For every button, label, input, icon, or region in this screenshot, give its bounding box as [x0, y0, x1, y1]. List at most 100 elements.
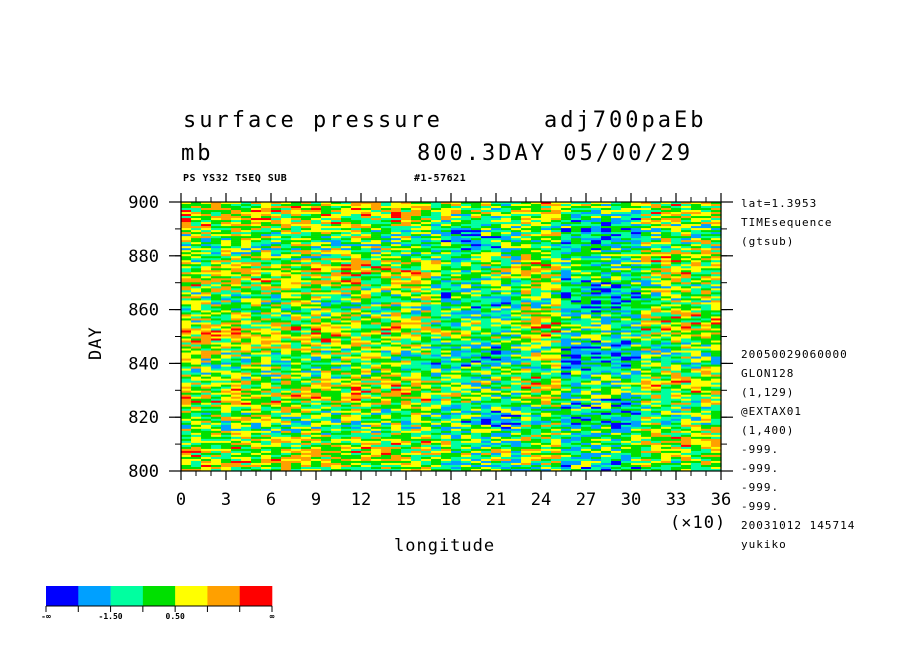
heatmap-cell	[341, 340, 352, 343]
heatmap-cell	[561, 300, 572, 303]
heatmap-cell	[211, 236, 222, 239]
heatmap-cell	[291, 378, 302, 381]
heatmap-cell	[201, 290, 212, 293]
heatmap-cell	[541, 358, 552, 361]
heatmap-cell	[631, 352, 642, 355]
heatmap-cell	[271, 306, 282, 309]
heatmap-cell	[521, 302, 532, 305]
heatmap-cell	[231, 338, 242, 341]
heatmap-cell	[341, 268, 352, 271]
heatmap-cell	[501, 344, 512, 347]
heatmap-cell	[211, 352, 222, 355]
heatmap-cell	[371, 224, 382, 227]
heatmap-cell	[541, 260, 552, 263]
heatmap-cell	[351, 202, 362, 205]
heatmap-cell	[301, 260, 312, 263]
heatmap-cell	[651, 270, 662, 273]
heatmap-cell	[641, 236, 652, 239]
x-multiplier-label: (×10)	[670, 513, 727, 533]
heatmap-cell	[571, 272, 582, 275]
heatmap-cell	[321, 248, 332, 251]
heatmap-cell	[611, 232, 622, 235]
heatmap-cell	[671, 306, 682, 309]
heatmap-cell	[711, 366, 722, 369]
heatmap-cell	[481, 290, 492, 293]
heatmap-cell	[671, 270, 682, 273]
heatmap-cell	[691, 260, 702, 263]
heatmap-cell	[311, 254, 322, 257]
heatmap-cell	[271, 328, 282, 331]
heatmap-cell	[481, 284, 492, 287]
heatmap-cell	[681, 370, 692, 373]
heatmap-cell	[331, 294, 342, 297]
heatmap-cell	[641, 284, 652, 287]
heatmap-cell	[571, 294, 582, 297]
heatmap-cell	[531, 336, 542, 339]
heatmap-cell	[481, 302, 492, 305]
heatmap-cell	[191, 382, 202, 385]
heatmap-cell	[211, 214, 222, 217]
heatmap-cell	[231, 360, 242, 363]
heatmap-cell	[591, 256, 602, 259]
heatmap-cell	[451, 320, 462, 323]
heatmap-cell	[281, 284, 292, 287]
heatmap-cell	[391, 366, 402, 369]
heatmap-cell	[201, 234, 212, 237]
heatmap-cell	[621, 308, 632, 311]
heatmap-cell	[241, 264, 252, 267]
heatmap-cell	[301, 316, 312, 319]
heatmap-cell	[301, 270, 312, 273]
heatmap-cell	[271, 324, 282, 327]
heatmap-cell	[621, 276, 632, 279]
heatmap-cell	[351, 242, 362, 245]
heatmap-cell	[521, 304, 532, 307]
heatmap-cell	[231, 278, 242, 281]
heatmap-cell	[381, 306, 392, 309]
heatmap-cell	[571, 266, 582, 269]
heatmap-cell	[321, 378, 332, 381]
heatmap-cell	[471, 292, 482, 295]
heatmap-cell	[301, 238, 312, 241]
heatmap-cell	[551, 306, 562, 309]
heatmap-cell	[331, 358, 342, 361]
heatmap-cell	[251, 302, 262, 305]
heatmap-cell	[691, 294, 702, 297]
heatmap-cell	[191, 330, 202, 333]
heatmap-cell	[461, 350, 472, 353]
heatmap-cell	[321, 256, 332, 259]
heatmap-cell	[281, 254, 292, 257]
heatmap-cell	[201, 244, 212, 247]
heatmap-cell	[581, 338, 592, 341]
heatmap-cell	[501, 212, 512, 215]
heatmap-cell	[441, 234, 452, 237]
heatmap-cell	[581, 332, 592, 335]
heatmap-cell	[441, 220, 452, 223]
heatmap-cell	[361, 218, 372, 221]
heatmap-cell	[261, 254, 272, 257]
heatmap-cell	[581, 354, 592, 357]
heatmap-cell	[281, 230, 292, 233]
heatmap-cell	[231, 236, 242, 239]
heatmap-cell	[461, 328, 472, 331]
heatmap-cell	[631, 250, 642, 253]
heatmap-cell	[261, 206, 272, 209]
heatmap-cell	[641, 218, 652, 221]
heatmap-cell	[361, 268, 372, 271]
heatmap-cell	[501, 236, 512, 239]
heatmap-cell	[501, 354, 512, 357]
heatmap-cell	[181, 234, 192, 237]
heatmap-cell	[631, 226, 642, 229]
heatmap-cell	[381, 254, 392, 257]
heatmap-cell	[521, 384, 532, 387]
heatmap-cell	[611, 202, 622, 205]
heatmap-cell	[491, 290, 502, 293]
heatmap-cell	[651, 312, 662, 315]
heatmap-cell	[521, 364, 532, 367]
heatmap-cell	[621, 322, 632, 325]
heatmap-cell	[631, 208, 642, 211]
heatmap-cell	[481, 332, 492, 335]
heatmap-cell	[631, 212, 642, 215]
heatmap-cell	[181, 224, 192, 227]
heatmap-cell	[351, 292, 362, 295]
heatmap-cell	[591, 228, 602, 231]
